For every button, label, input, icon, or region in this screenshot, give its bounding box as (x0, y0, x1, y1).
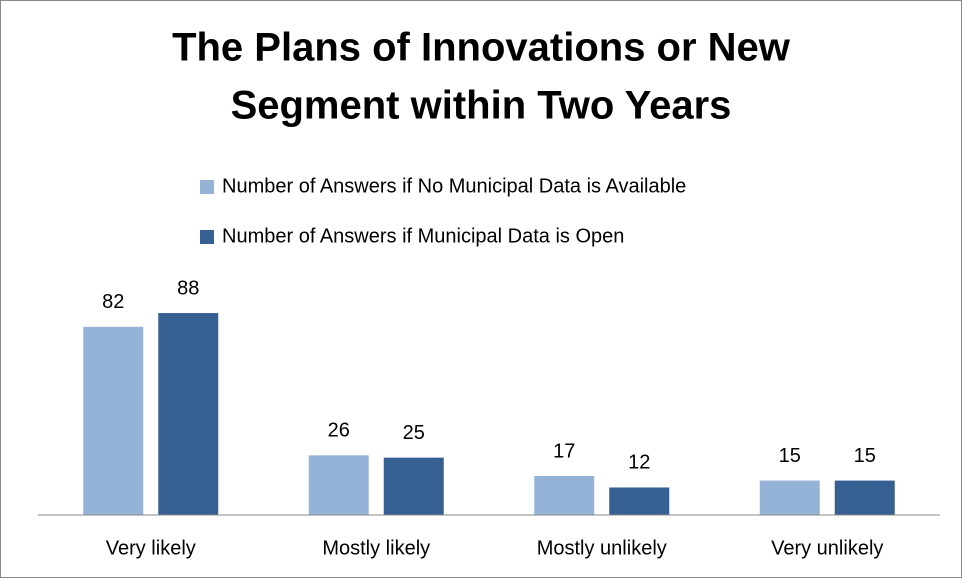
bar (834, 480, 895, 515)
legend-swatch (200, 180, 214, 194)
data-label: 15 (854, 445, 876, 467)
x-tick-label: Very likely (106, 537, 196, 559)
data-label: 12 (628, 452, 650, 474)
x-tick-label: Very unlikely (771, 537, 883, 559)
legend-label: Number of Answers if No Municipal Data i… (222, 175, 686, 197)
chart-title: Segment within Two Years (231, 84, 732, 128)
legend-label: Number of Answers if Municipal Data is O… (222, 225, 624, 247)
bar (383, 457, 444, 515)
chart-title: The Plans of Innovations or New (172, 26, 791, 70)
bar (158, 313, 219, 515)
legend-swatch (200, 230, 214, 244)
data-label: 88 (177, 277, 199, 299)
bar (759, 480, 820, 515)
data-label: 82 (102, 291, 124, 313)
data-label: 17 (553, 440, 575, 462)
bar (534, 475, 595, 515)
data-label: 26 (328, 420, 350, 442)
bar (308, 455, 369, 515)
x-tick-label: Mostly likely (322, 537, 430, 559)
bar (83, 326, 144, 515)
data-label: 25 (403, 422, 425, 444)
data-label: 15 (779, 445, 801, 467)
x-tick-label: Mostly unlikely (537, 537, 667, 559)
bar (609, 487, 670, 515)
